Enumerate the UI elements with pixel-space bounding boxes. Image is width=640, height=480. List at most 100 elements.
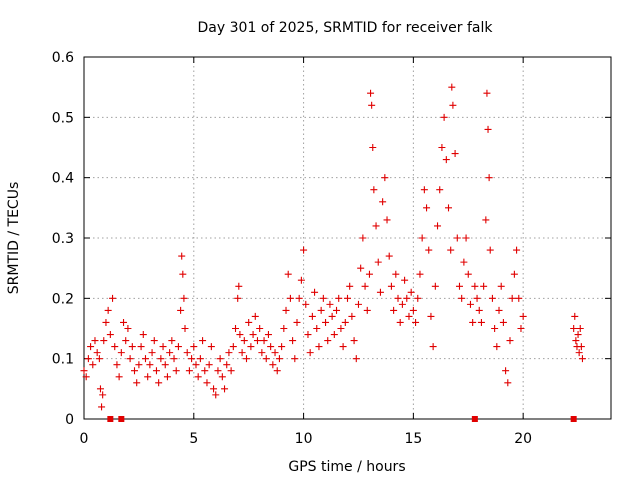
data-point — [203, 379, 211, 387]
data-point — [414, 294, 422, 302]
data-point — [104, 306, 112, 314]
data-point — [264, 331, 272, 339]
data-point — [225, 349, 233, 357]
y-tick-label: 0.4 — [52, 171, 74, 187]
data-point — [335, 294, 343, 302]
data-point — [434, 222, 442, 230]
data-point — [497, 282, 505, 290]
data-point — [429, 343, 437, 351]
axis-ticks: 0 0.1 0.2 0.3 0.4 0.5 0.6 0 5 10 15 20 — [52, 50, 611, 447]
data-point — [300, 246, 308, 254]
data-point — [475, 306, 483, 314]
data-point — [337, 325, 345, 332]
data-point — [262, 355, 270, 363]
data-point — [234, 294, 242, 302]
data-point — [453, 234, 461, 242]
data-point — [425, 246, 433, 254]
data-point — [212, 391, 220, 399]
data-point — [131, 367, 139, 375]
data-point — [84, 355, 92, 363]
x-tick-label: 15 — [404, 431, 422, 447]
data-point — [282, 306, 290, 314]
data-point — [240, 337, 248, 345]
data-point — [146, 361, 154, 369]
bottom-marker — [471, 416, 478, 422]
data-point — [98, 403, 106, 411]
data-point — [448, 83, 456, 91]
data-point — [194, 373, 202, 381]
bottom-marker — [570, 416, 577, 422]
data-point — [445, 204, 453, 212]
x-axis-label: GPS time / hours — [288, 459, 405, 475]
data-point — [80, 367, 88, 375]
data-point — [449, 101, 457, 109]
data-point — [124, 325, 132, 332]
data-point — [392, 270, 400, 278]
data-point — [447, 246, 455, 254]
data-point — [218, 373, 226, 381]
y-tick-label: 0.2 — [52, 291, 74, 307]
data-point — [280, 325, 288, 332]
data-point — [271, 349, 279, 357]
data-point — [93, 349, 101, 357]
data-point — [89, 361, 97, 369]
data-point — [510, 270, 518, 278]
data-point — [163, 373, 171, 381]
data-point — [381, 174, 389, 182]
data-point — [102, 318, 110, 326]
bottom-marker — [107, 416, 114, 422]
x-tick-label: 5 — [189, 431, 198, 447]
data-point — [267, 343, 275, 351]
data-point — [311, 288, 319, 296]
data-point — [460, 258, 468, 266]
data-point — [286, 294, 294, 302]
data-point — [363, 306, 371, 314]
data-point — [571, 312, 579, 320]
data-point — [344, 294, 351, 302]
x-tick-label: 10 — [295, 431, 313, 447]
x-tick-label: 0 — [80, 431, 89, 447]
data-point — [394, 294, 402, 302]
data-point — [106, 331, 114, 339]
data-point — [196, 355, 204, 363]
data-point — [201, 367, 209, 375]
data-point — [188, 355, 196, 363]
data-point — [354, 300, 362, 308]
data-point — [273, 367, 281, 375]
data-point — [207, 343, 215, 351]
y-axis-label: SRMTID / TECUs — [6, 182, 22, 295]
data-point — [508, 294, 516, 302]
data-point — [117, 349, 125, 357]
data-point — [328, 312, 336, 320]
data-point — [401, 276, 409, 284]
data-point — [488, 294, 496, 302]
data-point — [126, 355, 134, 363]
data-point — [418, 234, 426, 242]
data-point — [480, 282, 488, 290]
data-point — [178, 252, 186, 260]
data-point — [155, 379, 163, 387]
data-point — [133, 379, 141, 387]
data-point — [346, 282, 354, 290]
data-point — [109, 294, 117, 302]
data-point — [495, 306, 503, 314]
data-point — [322, 318, 330, 326]
data-point — [199, 337, 207, 345]
data-point — [464, 270, 472, 278]
data-point — [152, 367, 160, 375]
data-point — [170, 355, 178, 363]
data-point — [365, 270, 373, 278]
data-point — [304, 331, 312, 339]
data-point — [519, 312, 527, 320]
data-point — [183, 349, 191, 357]
data-point — [319, 294, 327, 302]
data-point — [150, 337, 158, 345]
data-point — [385, 252, 393, 260]
data-point — [572, 337, 580, 345]
data-point — [216, 355, 224, 363]
bottom-markers — [107, 416, 577, 422]
data-point — [120, 318, 128, 326]
data-point — [253, 337, 261, 345]
data-point — [577, 343, 585, 351]
data-point — [115, 373, 123, 381]
